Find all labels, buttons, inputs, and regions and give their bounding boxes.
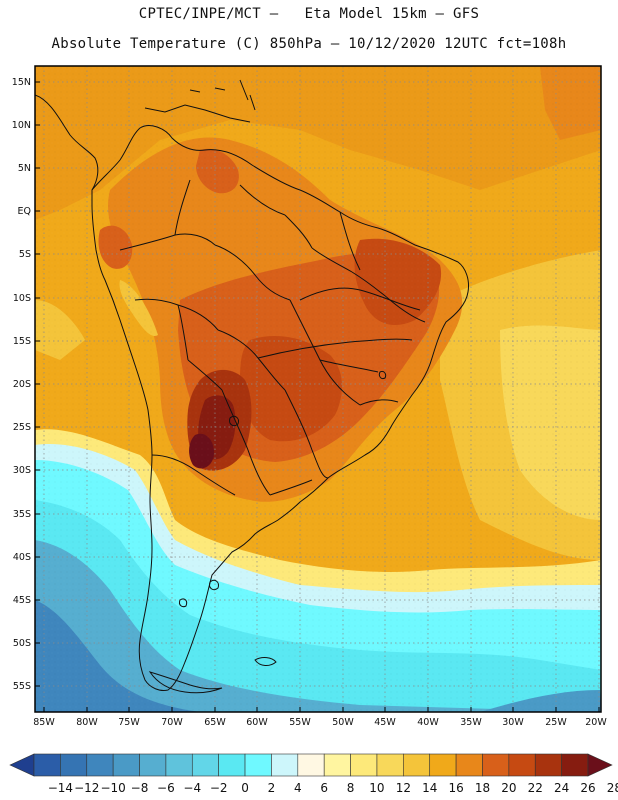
colorbar-arrow-high	[587, 753, 613, 777]
colorbar-swatch	[218, 753, 246, 777]
colorbar-label: 20	[501, 781, 516, 795]
lon-label: 20W	[585, 717, 607, 728]
colorbar-label: 16	[448, 781, 463, 795]
colorbar-swatch	[429, 753, 457, 777]
colorbar: −14 −12 −10 −8 −6 −4 −2 0 2 4 6 8 10 12 14 16 18 20 22 24 26…	[9, 753, 618, 795]
colorbar-swatch	[482, 753, 510, 777]
colorbar-swatch	[165, 753, 193, 777]
colorbar-label: 6	[320, 781, 328, 795]
title-line-1: CPTEC/INPE/MCT – Eta Model 15km – GFS	[138, 6, 480, 22]
lat-label: EQ	[18, 206, 31, 217]
colorbar-swatch	[271, 753, 299, 777]
axis-ticks	[35, 81, 600, 712]
lat-label: 55S	[13, 681, 31, 692]
colorbar-swatch	[244, 753, 272, 777]
colorbar-label: 24	[554, 781, 569, 795]
colorbar-label: 14	[422, 781, 437, 795]
lat-label: 50S	[13, 638, 31, 649]
lat-label: 10S	[13, 293, 31, 304]
colorbar-label: 22	[528, 781, 543, 795]
lon-label: 50W	[332, 717, 354, 728]
lon-label: 35W	[460, 717, 482, 728]
latitude-labels: 15N 10N 5N EQ 5S 10S 15S 20S 25S 30S 35S…	[12, 77, 31, 692]
colorbar-swatch	[534, 753, 562, 777]
colorbar-label: 8	[347, 781, 355, 795]
colorbar-label: −12	[74, 781, 99, 795]
lon-label: 45W	[374, 717, 396, 728]
lat-label: 15N	[12, 77, 31, 88]
lon-label: 40W	[417, 717, 439, 728]
colorbar-swatch	[139, 753, 167, 777]
lon-label: 70W	[161, 717, 183, 728]
colorbar-swatch	[455, 753, 483, 777]
lat-label: 10N	[12, 120, 31, 131]
colorbar-swatch	[323, 753, 351, 777]
lat-label: 45S	[13, 595, 31, 606]
lon-label: 55W	[289, 717, 311, 728]
colorbar-label: 12	[396, 781, 411, 795]
colorbar-label: −4	[183, 781, 201, 795]
colorbar-label: 4	[294, 781, 302, 795]
lon-label: 30W	[502, 717, 524, 728]
colorbar-swatch	[350, 753, 378, 777]
lat-label: 5N	[18, 163, 31, 174]
colorbar-label: −8	[131, 781, 149, 795]
lon-label: 25W	[545, 717, 567, 728]
colorbar-swatch	[86, 753, 114, 777]
map-frame	[34, 65, 602, 713]
colorbar-label: 26	[580, 781, 595, 795]
lat-label: 40S	[13, 552, 31, 563]
colorbar-arrow-low	[9, 753, 35, 777]
lon-label: 65W	[204, 717, 226, 728]
colorbar-swatch	[297, 753, 325, 777]
colorbar-label: 2	[268, 781, 276, 795]
colorbar-label: 10	[369, 781, 384, 795]
colorbar-label: −2	[210, 781, 228, 795]
colorbar-label: 28	[607, 781, 618, 795]
lat-label: 35S	[13, 509, 31, 520]
coastlines-and-borders	[35, 79, 469, 694]
colorbar-swatch	[60, 753, 88, 777]
colorbar-swatch	[376, 753, 404, 777]
colorbar-swatch	[561, 753, 589, 777]
lat-label: 30S	[13, 465, 31, 476]
lat-label: 20S	[13, 379, 31, 390]
colorbar-swatch	[33, 753, 61, 777]
temperature-field	[35, 66, 601, 712]
colorbar-swatch	[403, 753, 431, 777]
longitude-labels: 85W 80W 75W 70W 65W 60W 55W 50W 45W 40W …	[33, 717, 607, 728]
lat-label: 5S	[19, 249, 31, 260]
lon-label: 75W	[118, 717, 140, 728]
lon-label: 80W	[76, 717, 98, 728]
colorbar-swatch	[112, 753, 140, 777]
colorbar-swatch	[508, 753, 536, 777]
colorbar-label: 18	[475, 781, 490, 795]
title-line-2: Absolute Temperature (C) 850hPa – 10/12/…	[51, 36, 567, 52]
lon-label: 60W	[246, 717, 268, 728]
colorbar-label: −10	[100, 781, 125, 795]
lat-label: 25S	[13, 422, 31, 433]
colorbar-swatch	[191, 753, 219, 777]
colorbar-label: 0	[241, 781, 249, 795]
lon-label: 85W	[33, 717, 55, 728]
colorbar-label: −14	[48, 781, 73, 795]
lat-label: 15S	[13, 336, 31, 347]
colorbar-label: −6	[157, 781, 175, 795]
